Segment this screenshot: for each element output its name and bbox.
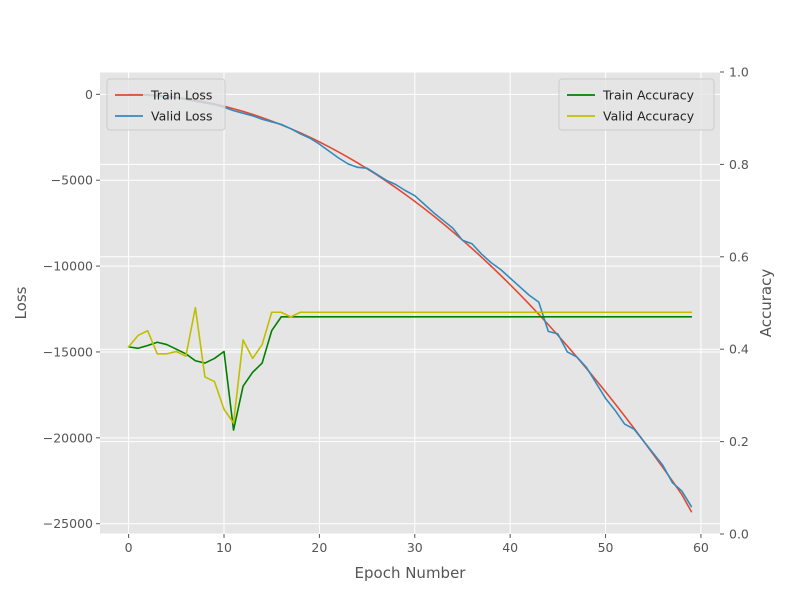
x-axis-ticks: 0 10 20 30 40 50 60 — [125, 534, 709, 555]
y-axis-title: Loss — [12, 286, 30, 319]
y2-tick-label: 0.6 — [729, 249, 749, 264]
legend-label-valid-accuracy: Valid Accuracy — [603, 109, 695, 124]
x-axis-title: Epoch Number — [355, 564, 467, 582]
y2-axis-ticks: 0.0 0.2 0.4 0.6 0.8 1.0 — [720, 65, 749, 542]
series-line-valid-accuracy — [127, 306, 693, 424]
y2-tick-label: 0.4 — [729, 342, 749, 357]
x-tick-label: 40 — [502, 540, 518, 555]
series-line-train-accuracy — [127, 316, 693, 431]
legend-frame — [558, 78, 715, 131]
y2-tick-label: 0.0 — [729, 527, 749, 542]
y2-tick-label: 0.2 — [729, 434, 749, 449]
x-tick-label: 20 — [311, 540, 327, 555]
y-tick-label: −15000 — [43, 344, 93, 359]
y2-axis-title: Accuracy — [757, 269, 775, 338]
x-tick-label: 30 — [407, 540, 423, 555]
y-axis-ticks: 0 −5000 −10000 −15000 −20000 −25000 — [43, 87, 100, 531]
legend-loss: Train Loss Valid Loss — [106, 78, 226, 131]
legend-label-valid-loss: Valid Loss — [151, 109, 213, 124]
y-tick-label: −25000 — [43, 516, 93, 531]
y-tick-label: −20000 — [43, 430, 93, 445]
y-tick-label: −10000 — [43, 259, 93, 274]
y2-tick-label: 0.8 — [729, 157, 749, 172]
y-tick-label: −5000 — [51, 173, 93, 188]
legend-label-train-accuracy: Train Accuracy — [602, 88, 695, 103]
legend-label-train-loss: Train Loss — [150, 88, 212, 103]
accuracy-series-group — [127, 306, 693, 431]
y2-tick-label: 1.0 — [729, 65, 749, 80]
grid-lines — [100, 71, 720, 535]
x-tick-label: 10 — [216, 540, 232, 555]
y-tick-label: 0 — [85, 87, 93, 102]
x-tick-label: 60 — [693, 540, 709, 555]
plot-background — [100, 72, 720, 534]
legend-frame — [106, 78, 226, 131]
legend-accuracy: Train Accuracy Valid Accuracy — [558, 78, 715, 131]
x-tick-label: 0 — [125, 540, 133, 555]
x-tick-label: 50 — [598, 540, 614, 555]
